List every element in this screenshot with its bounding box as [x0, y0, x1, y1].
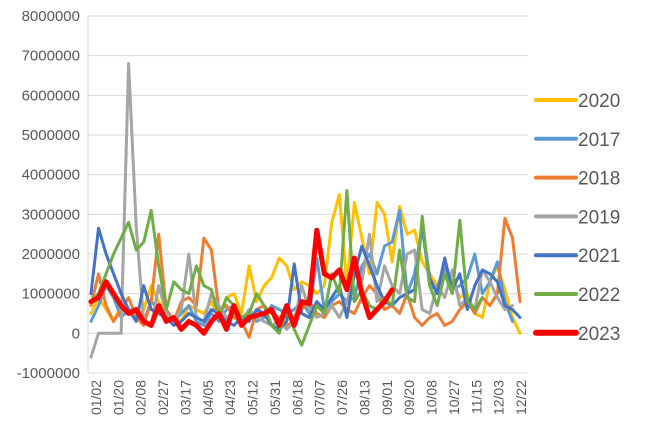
x-tick-label: 02/27 [155, 380, 171, 415]
x-tick-label: 04/23 [222, 380, 238, 415]
x-tick-label: 10/27 [446, 380, 462, 415]
y-tick-label: 1000000 [22, 286, 80, 303]
legend-label-2018: 2018 [578, 169, 620, 190]
legend-label-2022: 2022 [578, 285, 620, 306]
x-tick-label: 08/13 [356, 380, 372, 415]
x-tick-label: 05/31 [267, 380, 283, 415]
x-tick-label: 09/20 [401, 380, 417, 415]
x-tick-label: 02/08 [133, 380, 149, 415]
x-axis: 01/02 01/20 02/08 02/27 03/17 04/05 04/23 05/12… [88, 380, 529, 415]
y-tick-label: 8000000 [22, 8, 80, 25]
legend-label-2019: 2019 [578, 207, 620, 228]
series-line-2019 [89, 62, 514, 359]
legend-label-2023: 2023 [578, 324, 620, 345]
legend-label-2020: 2020 [578, 91, 620, 112]
x-tick-label: 07/07 [312, 380, 328, 415]
x-tick-label: 01/20 [110, 380, 126, 415]
x-tick-label: 11/15 [468, 380, 484, 414]
series-lines [88, 62, 522, 359]
x-tick-label: 12/22 [513, 380, 529, 415]
y-tick-label: 7000000 [22, 48, 80, 65]
x-tick-label: 04/05 [200, 380, 216, 415]
y-tick-label: 2000000 [22, 246, 80, 263]
legend: 2020 2017 2018 2019 2021 2022 2023 [533, 91, 620, 345]
x-tick-label: 10/08 [424, 380, 440, 415]
y-tick-label: -1000000 [17, 365, 80, 382]
y-tick-label: 5000000 [22, 127, 80, 144]
x-tick-label: 03/17 [177, 380, 193, 415]
y-axis: -1000000 0 1000000 2000000 3000000 4000000 500… [17, 8, 80, 382]
x-tick-label: 01/02 [88, 380, 104, 415]
x-tick-label: 06/18 [289, 380, 305, 415]
series-line-2023 [88, 227, 395, 336]
x-tick-label: 09/01 [379, 380, 395, 415]
legend-label-2017: 2017 [578, 130, 620, 151]
legend-label-2021: 2021 [578, 246, 620, 267]
x-tick-label: 12/03 [491, 380, 507, 415]
series-line-2018 [89, 216, 522, 339]
y-tick-label: 6000000 [22, 87, 80, 104]
y-tick-label: 4000000 [22, 167, 80, 184]
y-tick-label: 0 [72, 325, 80, 342]
y-tick-label: 3000000 [22, 206, 80, 223]
x-tick-label: 05/12 [245, 380, 261, 415]
x-tick-label: 07/26 [334, 380, 350, 415]
